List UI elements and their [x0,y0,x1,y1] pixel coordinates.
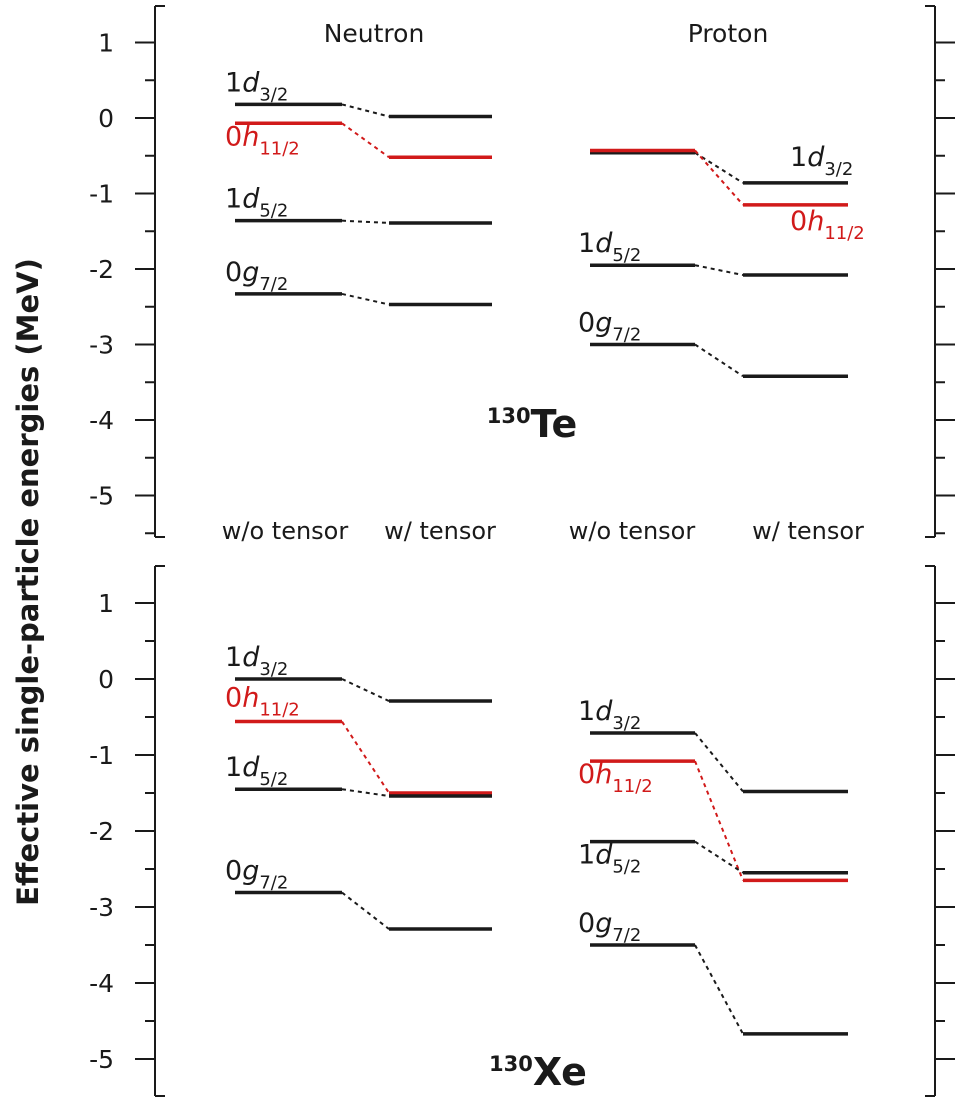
level-connector [694,151,744,184]
level-connector [694,840,744,874]
orbital-label: 0g7/2 [578,308,641,346]
panel-te: 1 0 -1 -2 -3 -4 -5 Neutron Proton w/o tensor w/ te… [89,5,955,545]
y-tick-label: 1 [98,589,114,618]
column-header-neutron: Neutron [324,19,425,48]
column-label: w/ tensor [752,517,864,545]
orbital-label: 1d5/2 [578,228,641,266]
y-tick-label: 0 [98,665,114,694]
level-connector [694,944,744,1035]
level-connector [341,678,390,702]
y-tick-label: -5 [89,482,114,511]
nucleus-mass: 130 [487,404,531,428]
column-header-proton: Proton [688,19,769,48]
y-tick-label: -4 [89,969,114,998]
column-label: w/o tensor [222,517,349,545]
nucleus-label: 130Xe [489,1050,587,1094]
y-tick-label: -3 [89,331,114,360]
y-tick-label: -4 [89,406,114,435]
column-label: w/ tensor [384,517,496,545]
level-connector [341,788,390,798]
level-connector [341,103,390,118]
level-connector [694,760,744,881]
orbital-label: 1d3/2 [578,696,641,734]
orbital-label: 1d5/2 [578,840,641,878]
y-tick-label: 0 [98,104,114,133]
y-tick-label: 1 [98,29,114,58]
nucleus-symbol: Te [531,402,578,446]
level-connector [694,343,744,378]
level-connector [341,891,390,930]
level-connector [341,122,390,159]
y-axis-label: Effective single-particle energies (MeV) [11,258,45,906]
orbital-label: 1d5/2 [225,752,288,790]
orbital-label: 0h11/2 [578,759,653,797]
y-tick-label: -2 [89,255,114,284]
orbital-label: 0h11/2 [790,206,865,244]
y-tick-label: -1 [89,741,114,770]
nucleus-symbol: Xe [533,1050,587,1094]
orbital-label: 1d3/2 [225,642,288,680]
level-connector [341,219,390,224]
level-connector [694,732,744,793]
panels: 1 0 -1 -2 -3 -4 -5 Neutron Proton w/o tensor w/ te… [89,5,955,1097]
orbital-label: 1d3/2 [790,142,853,180]
y-tick-label: -3 [89,893,114,922]
orbital-label: 0h11/2 [225,683,300,721]
y-tick-label: -2 [89,817,114,846]
level-connector [341,292,390,306]
level-connector [694,264,744,277]
y-tick-label: -5 [89,1045,114,1074]
orbital-label: 0g7/2 [578,908,641,946]
orbital-label: 1d5/2 [225,184,288,222]
nucleus-mass: 130 [489,1052,533,1076]
orbital-label: 0g7/2 [225,856,288,894]
orbital-label: 0h11/2 [225,121,300,159]
nucleus-label: 130Te [487,402,578,446]
level-connector [694,149,744,206]
orbital-label: 1d3/2 [225,67,288,105]
panel-xe: 10-1-2-3-4-5 130Xe1d3/20h11/21d5/20g7/21d… [89,565,955,1097]
orbital-label: 0g7/2 [225,257,288,295]
y-tick-label: -1 [89,180,114,209]
level-connector [341,721,390,794]
column-label: w/o tensor [569,517,696,545]
